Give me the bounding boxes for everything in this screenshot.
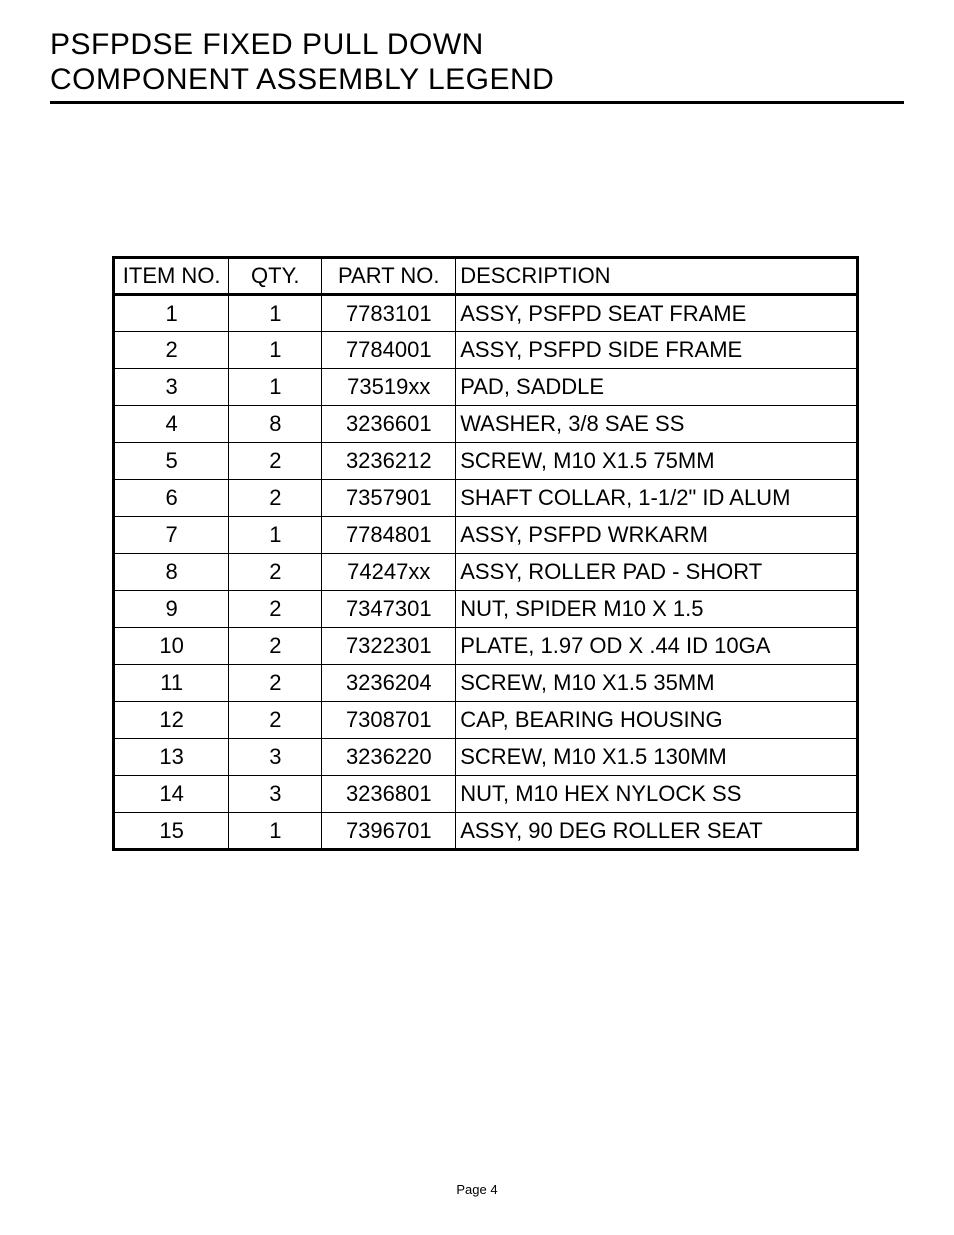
cell-description: ASSY, 90 DEG ROLLER SEAT — [456, 813, 858, 850]
cell-qty: 1 — [229, 295, 322, 332]
cell-part-no: 3236220 — [322, 739, 456, 776]
cell-part-no: 7396701 — [322, 813, 456, 850]
table-row: 3173519xxPAD, SADDLE — [114, 369, 858, 406]
cell-part-no: 7783101 — [322, 295, 456, 332]
cell-part-no: 3236801 — [322, 776, 456, 813]
cell-item-no: 2 — [114, 332, 229, 369]
cell-part-no: 7784801 — [322, 517, 456, 554]
cell-qty: 2 — [229, 554, 322, 591]
cell-item-no: 14 — [114, 776, 229, 813]
cell-description: NUT, SPIDER M10 X 1.5 — [456, 591, 858, 628]
cell-qty: 8 — [229, 406, 322, 443]
cell-description: ASSY, ROLLER PAD - SHORT — [456, 554, 858, 591]
cell-part-no: 7784001 — [322, 332, 456, 369]
cell-description: NUT, M10 HEX NYLOCK SS — [456, 776, 858, 813]
cell-part-no: 3236212 — [322, 443, 456, 480]
cell-part-no: 3236204 — [322, 665, 456, 702]
cell-item-no: 7 — [114, 517, 229, 554]
table-row: 117783101ASSY, PSFPD SEAT FRAME — [114, 295, 858, 332]
cell-item-no: 11 — [114, 665, 229, 702]
cell-qty: 1 — [229, 813, 322, 850]
title-line-2: COMPONENT ASSEMBLY LEGEND — [50, 63, 904, 98]
cell-part-no: 7357901 — [322, 480, 456, 517]
table-row: 1433236801NUT, M10 HEX NYLOCK SS — [114, 776, 858, 813]
cell-qty: 2 — [229, 591, 322, 628]
cell-qty: 3 — [229, 739, 322, 776]
cell-description: PAD, SADDLE — [456, 369, 858, 406]
table-body: 117783101ASSY, PSFPD SEAT FRAME217784001… — [114, 295, 858, 850]
cell-item-no: 3 — [114, 369, 229, 406]
parts-table: ITEM NO. QTY. PART NO. DESCRIPTION 11778… — [112, 256, 859, 851]
table-row: 1027322301PLATE, 1.97 OD X .44 ID 10GA — [114, 628, 858, 665]
cell-item-no: 12 — [114, 702, 229, 739]
cell-description: ASSY, PSFPD WRKARM — [456, 517, 858, 554]
page-footer: Page 4 — [0, 1182, 954, 1197]
cell-item-no: 8 — [114, 554, 229, 591]
title-line-1: PSFPDSE FIXED PULL DOWN — [50, 28, 904, 63]
cell-item-no: 1 — [114, 295, 229, 332]
col-header-description: DESCRIPTION — [456, 258, 858, 295]
cell-item-no: 9 — [114, 591, 229, 628]
cell-part-no: 7322301 — [322, 628, 456, 665]
cell-part-no: 74247xx — [322, 554, 456, 591]
title-block: PSFPDSE FIXED PULL DOWN COMPONENT ASSEMB… — [50, 28, 904, 104]
cell-qty: 1 — [229, 332, 322, 369]
cell-item-no: 15 — [114, 813, 229, 850]
table-row: 483236601WASHER, 3/8 SAE SS — [114, 406, 858, 443]
cell-qty: 2 — [229, 443, 322, 480]
col-header-qty: QTY. — [229, 258, 322, 295]
cell-part-no: 3236601 — [322, 406, 456, 443]
cell-description: SHAFT COLLAR, 1-1/2" ID ALUM — [456, 480, 858, 517]
col-header-part-no: PART NO. — [322, 258, 456, 295]
col-header-item-no: ITEM NO. — [114, 258, 229, 295]
table-row: 927347301NUT, SPIDER M10 X 1.5 — [114, 591, 858, 628]
cell-qty: 2 — [229, 702, 322, 739]
table-row: 717784801ASSY, PSFPD WRKARM — [114, 517, 858, 554]
table-row: 1227308701CAP, BEARING HOUSING — [114, 702, 858, 739]
table-row: 217784001ASSY, PSFPD SIDE FRAME — [114, 332, 858, 369]
cell-item-no: 13 — [114, 739, 229, 776]
table-row: 523236212SCREW, M10 X1.5 75MM — [114, 443, 858, 480]
cell-description: WASHER, 3/8 SAE SS — [456, 406, 858, 443]
cell-qty: 1 — [229, 517, 322, 554]
cell-part-no: 7308701 — [322, 702, 456, 739]
cell-qty: 2 — [229, 480, 322, 517]
table-row: 1123236204SCREW, M10 X1.5 35MM — [114, 665, 858, 702]
cell-qty: 2 — [229, 665, 322, 702]
cell-part-no: 7347301 — [322, 591, 456, 628]
table-row: 627357901SHAFT COLLAR, 1-1/2" ID ALUM — [114, 480, 858, 517]
table-row: 1517396701ASSY, 90 DEG ROLLER SEAT — [114, 813, 858, 850]
cell-description: SCREW, M10 X1.5 130MM — [456, 739, 858, 776]
cell-item-no: 10 — [114, 628, 229, 665]
cell-qty: 2 — [229, 628, 322, 665]
table-header-row: ITEM NO. QTY. PART NO. DESCRIPTION — [114, 258, 858, 295]
cell-description: PLATE, 1.97 OD X .44 ID 10GA — [456, 628, 858, 665]
cell-item-no: 5 — [114, 443, 229, 480]
table-row: 1333236220SCREW, M10 X1.5 130MM — [114, 739, 858, 776]
cell-item-no: 4 — [114, 406, 229, 443]
cell-description: ASSY, PSFPD SEAT FRAME — [456, 295, 858, 332]
cell-qty: 3 — [229, 776, 322, 813]
cell-description: ASSY, PSFPD SIDE FRAME — [456, 332, 858, 369]
table-row: 8274247xxASSY, ROLLER PAD - SHORT — [114, 554, 858, 591]
title-rule — [50, 101, 904, 104]
cell-part-no: 73519xx — [322, 369, 456, 406]
cell-description: SCREW, M10 X1.5 75MM — [456, 443, 858, 480]
cell-qty: 1 — [229, 369, 322, 406]
cell-description: SCREW, M10 X1.5 35MM — [456, 665, 858, 702]
cell-item-no: 6 — [114, 480, 229, 517]
cell-description: CAP, BEARING HOUSING — [456, 702, 858, 739]
parts-table-container: ITEM NO. QTY. PART NO. DESCRIPTION 11778… — [50, 256, 904, 851]
